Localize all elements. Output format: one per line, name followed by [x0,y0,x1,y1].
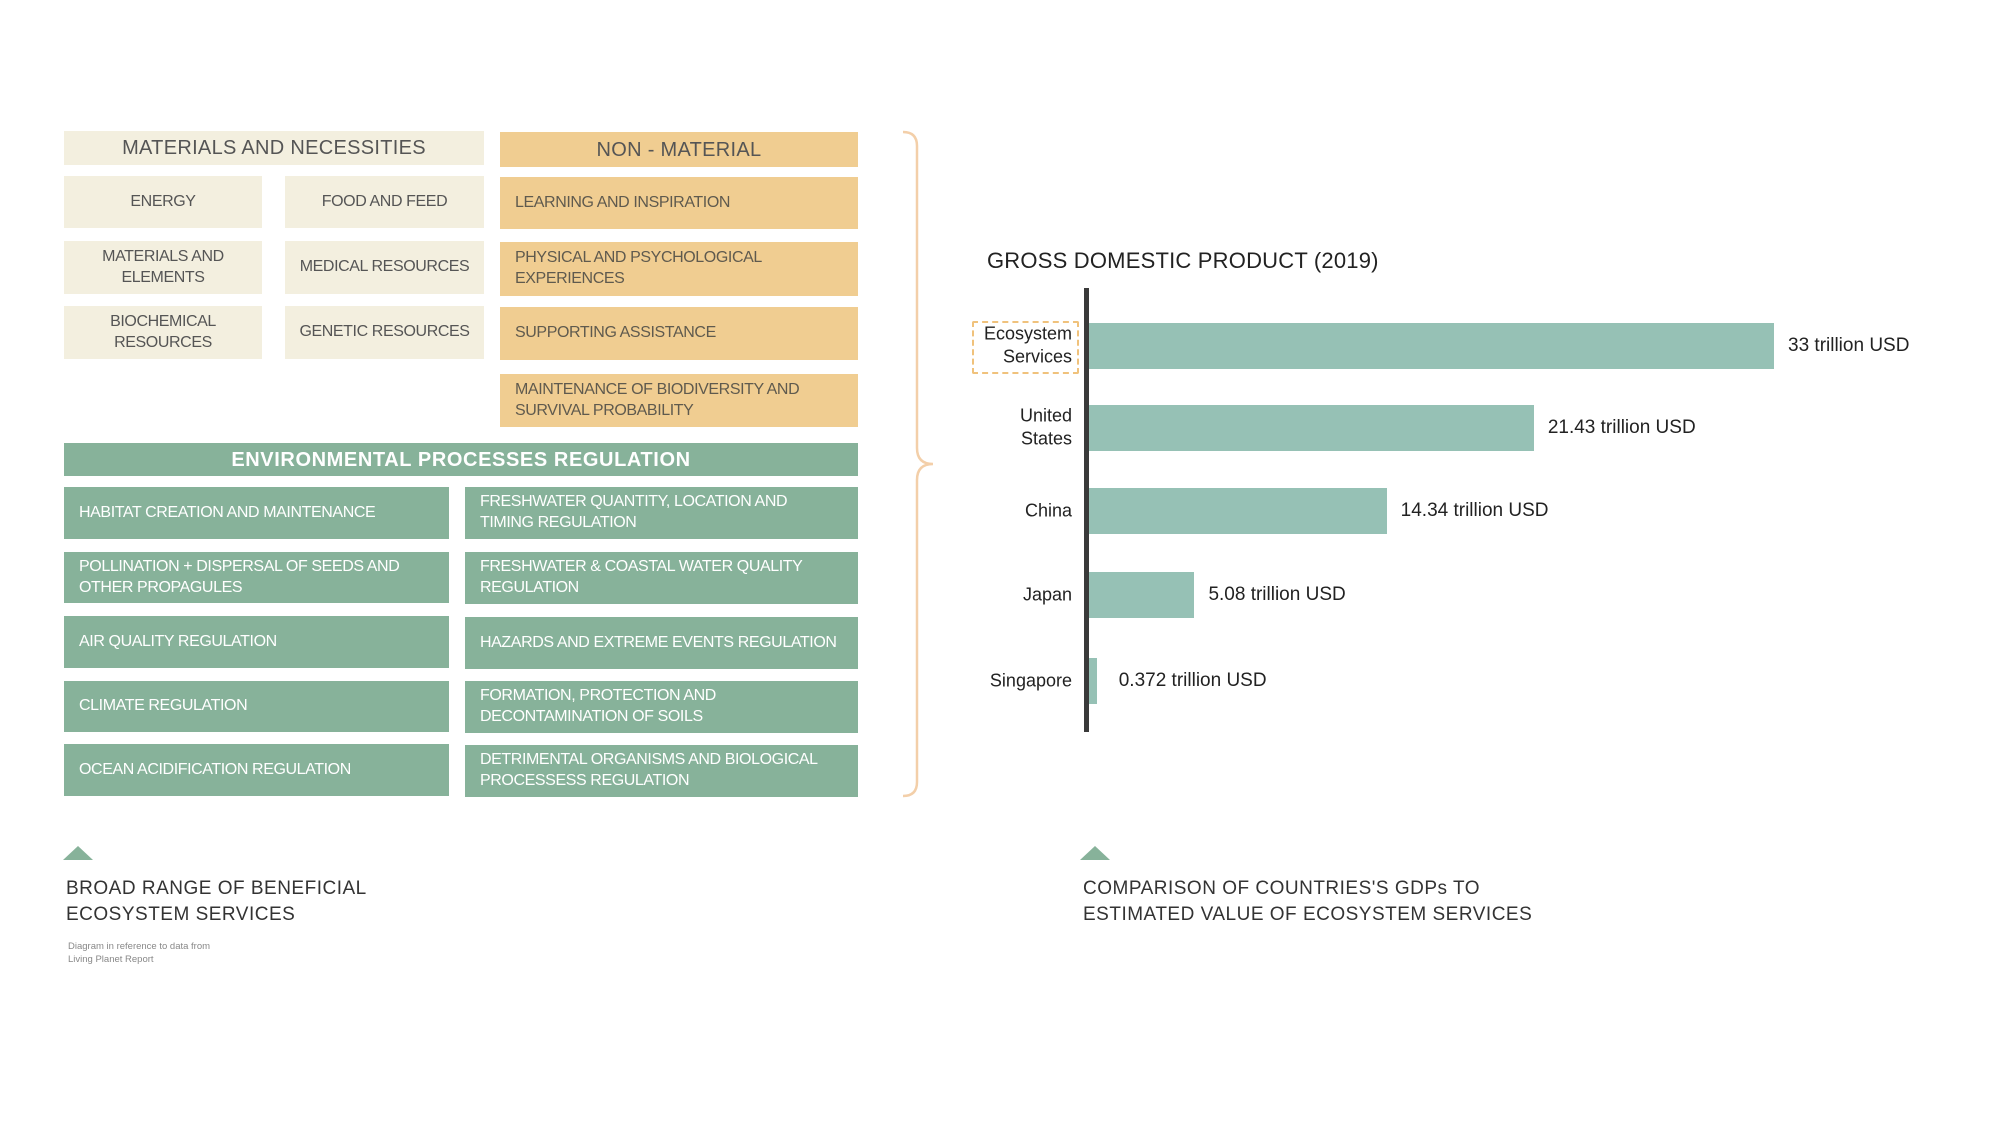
value-label: 5.08 trillion USD [1208,584,1346,605]
materials-item: MATERIALS AND ELEMENTS [64,241,262,294]
bar-japan [1089,572,1195,618]
regulation-item: FRESHWATER & COASTAL WATER QUALITY REGUL… [465,552,858,604]
regulation-item: HAZARDS AND EXTREME EVENTS REGULATION [465,617,858,669]
non-material-item: MAINTENANCE OF BIODIVERSITY AND SURVIVAL… [500,374,858,427]
bar-ecosystem-services [1089,323,1774,369]
category-label: Singapore [989,670,1072,691]
triangle-up-icon [1080,846,1110,860]
materials-item: FOOD AND FEED [285,176,484,228]
bar-china [1089,488,1387,534]
regulation-item: OCEAN ACIDIFICATION REGULATION [64,744,449,796]
value-label: 0.372 trillion USD [1118,670,1267,691]
value-label: 14.34 trillion USD [1400,500,1549,521]
regulation-item: HABITAT CREATION AND MAINTENANCE [64,487,449,539]
chart-axis-line [1084,288,1089,732]
regulation-item: DETRIMENTAL ORGANISMS AND BIOLOGICAL PRO… [465,745,858,797]
chart-caption: COMPARISON OF COUNTRIES'S GDPs TO ESTIMA… [1083,878,1533,925]
value-label: 21.43 trillion USD [1547,417,1696,438]
regulation-item: POLLINATION + DISPERSAL OF SEEDS AND OTH… [64,552,449,603]
value-label: 33 trillion USD [1788,335,1910,356]
non-material-item: LEARNING AND INSPIRATION [500,177,858,229]
materials-header: MATERIALS AND NECESSITIES [64,131,484,165]
chart-title: GROSS DOMESTIC PRODUCT (2019) [987,248,1379,273]
non-material-item: SUPPORTING ASSISTANCE [500,307,858,360]
category-label: United States [1019,405,1072,449]
regulation-item: FORMATION, PROTECTION AND DECONTAMINATIO… [465,681,858,733]
materials-item: BIOCHEMICAL RESOURCES [64,306,262,359]
non-material-header: NON - MATERIAL [500,132,858,167]
materials-item: ENERGY [64,176,262,228]
bar-singapore [1089,658,1097,704]
triangle-up-icon [63,846,93,860]
materials-item: GENETIC RESOURCES [285,306,484,359]
regulation-item: FRESHWATER QUANTITY, LOCATION AND TIMING… [465,487,858,539]
non-material-item: PHYSICAL AND PSYCHOLOGICAL EXPERIENCES [500,242,858,296]
diagram-caption: BROAD RANGE OF BENEFICIAL ECOSYSTEM SERV… [66,878,367,925]
category-label: Japan [1022,584,1072,605]
regulation-item: AIR QUALITY REGULATION [64,616,449,668]
diagram-source-note: Diagram in reference to data from Living… [68,941,211,966]
bar-united-states [1089,405,1534,451]
bracket-icon [902,130,934,798]
regulation-item: CLIMATE REGULATION [64,681,449,732]
category-label: China [1024,500,1072,521]
highlight-box [972,321,1079,374]
regulation-header: ENVIRONMENTAL PROCESSES REGULATION [64,443,858,476]
materials-item: MEDICAL RESOURCES [285,241,484,294]
